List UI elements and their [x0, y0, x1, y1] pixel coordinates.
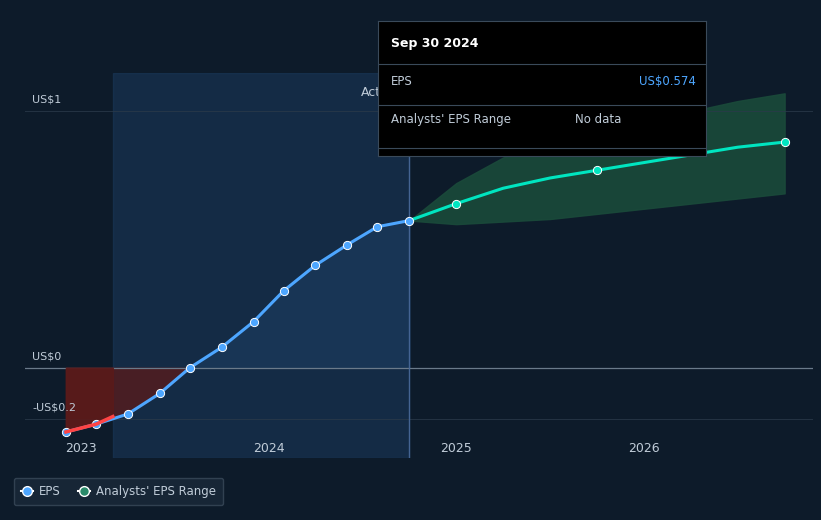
Bar — [112, 73, 410, 458]
Point — [403, 216, 416, 225]
Text: US$0.574: US$0.574 — [640, 75, 696, 88]
Point — [247, 318, 260, 326]
Text: 2025: 2025 — [440, 442, 472, 455]
Point — [590, 166, 603, 174]
Text: Analysts Forecasts: Analysts Forecasts — [419, 86, 535, 99]
Text: 2026: 2026 — [628, 442, 660, 455]
Point — [215, 343, 228, 352]
Text: Actual: Actual — [360, 86, 400, 99]
Text: Analysts' EPS Range: Analysts' EPS Range — [391, 113, 511, 126]
Text: -US$0.2: -US$0.2 — [32, 402, 76, 413]
Point — [778, 138, 791, 146]
Point — [154, 389, 167, 398]
Point — [89, 420, 103, 428]
Text: 2024: 2024 — [253, 442, 284, 455]
Point — [341, 241, 354, 249]
Point — [371, 223, 384, 231]
Text: US$0: US$0 — [32, 352, 62, 361]
Point — [450, 200, 463, 208]
Point — [277, 287, 290, 295]
Text: Sep 30 2024: Sep 30 2024 — [391, 37, 479, 50]
Point — [183, 363, 196, 372]
Text: 2023: 2023 — [65, 442, 97, 455]
Legend: EPS, Analysts' EPS Range: EPS, Analysts' EPS Range — [14, 478, 223, 505]
Text: US$1: US$1 — [32, 95, 62, 105]
Text: No data: No data — [575, 113, 621, 126]
Point — [309, 261, 322, 269]
Point — [59, 428, 72, 436]
Text: EPS: EPS — [391, 75, 412, 88]
Point — [122, 410, 135, 418]
